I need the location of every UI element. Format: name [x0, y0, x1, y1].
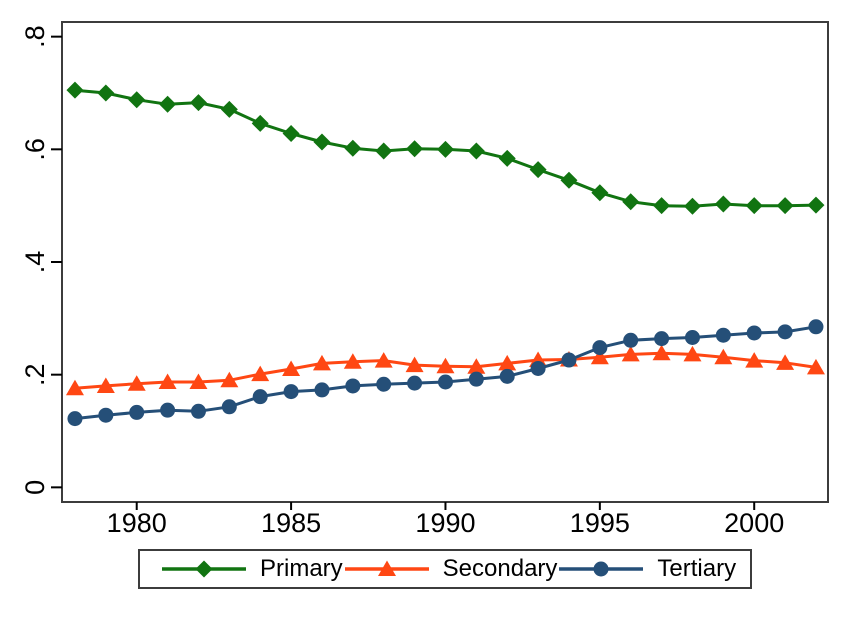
- diamond-marker: [467, 142, 485, 160]
- x-tick-label: 1995: [570, 508, 630, 538]
- circle-marker: [345, 378, 361, 394]
- legend-entry-secondary: Secondary: [343, 555, 558, 582]
- diamond-marker: [97, 84, 115, 102]
- triangle-marker: [745, 352, 764, 368]
- diamond-marker: [406, 140, 424, 158]
- diamond-marker: [251, 114, 269, 132]
- legend-label-primary: Primary: [260, 555, 343, 582]
- triangle-marker: [714, 348, 733, 365]
- diamond-marker: [560, 171, 578, 189]
- diamond-marker: [313, 133, 331, 151]
- circle-marker: [252, 389, 268, 405]
- circle-marker: [592, 340, 608, 356]
- legend-entry-primary: Primary: [160, 557, 343, 581]
- y-tick-label: .8: [20, 25, 50, 48]
- diamond-marker: [776, 197, 794, 215]
- triangle-marker: [467, 358, 486, 374]
- legend-label-tertiary: Tertiary: [657, 555, 737, 582]
- circle-marker: [98, 407, 114, 423]
- x-tick-label: 1980: [107, 508, 167, 538]
- legend-label-secondary: Secondary: [442, 555, 558, 582]
- circle-marker: [221, 399, 237, 415]
- series-primary: [66, 81, 825, 215]
- circle-marker: [777, 324, 793, 340]
- circle-marker: [314, 382, 330, 398]
- triangle-marker: [220, 371, 239, 388]
- circle-marker: [437, 374, 453, 390]
- triangle-marker: [436, 357, 455, 374]
- diamond-marker: [807, 196, 825, 214]
- circle-marker: [530, 360, 546, 376]
- triangle-marker: [683, 345, 702, 362]
- diamond-marker: [66, 81, 84, 99]
- triangle-marker: [405, 356, 424, 373]
- triangle-marker: [776, 354, 795, 370]
- diamond-marker: [745, 197, 763, 215]
- diamond-marker: [220, 100, 238, 118]
- x-tick-label: 1985: [261, 508, 321, 538]
- circle-marker: [129, 404, 145, 420]
- circle-marker: [808, 319, 824, 335]
- y-tick-label: .2: [20, 363, 50, 386]
- circle-marker: [468, 371, 484, 387]
- triangle-marker: [312, 354, 331, 371]
- diamond-marker: [344, 139, 362, 157]
- triangle-marker: [590, 348, 609, 365]
- diamond-marker: [498, 149, 516, 167]
- y-tick-label: 0: [20, 480, 50, 495]
- diamond-marker: [159, 95, 177, 113]
- legend-entry-tertiary: Tertiary: [557, 557, 736, 581]
- circle-marker: [160, 402, 176, 418]
- circle-marker: [715, 327, 731, 343]
- triangle-marker: [251, 365, 270, 382]
- triangle-marker: [282, 360, 301, 377]
- triangle-marker: [621, 345, 640, 362]
- diamond-marker: [714, 195, 732, 213]
- diamond-marker: [436, 140, 454, 158]
- triangle-marker: [806, 358, 825, 375]
- triangle-marker: [189, 373, 208, 389]
- tertiary-circle-icon: [559, 561, 644, 577]
- diamond-marker: [529, 161, 547, 179]
- circle-marker: [623, 332, 639, 348]
- triangle-marker: [374, 352, 393, 368]
- y-tick-label: .6: [20, 138, 50, 161]
- diamond-marker: [375, 142, 393, 160]
- triangle-marker: [65, 379, 84, 396]
- x-tick-label: 2000: [724, 508, 784, 538]
- diamond-marker: [591, 184, 609, 202]
- legend: Primary Secondary Tertiary: [138, 549, 752, 589]
- y-tick-label: .4: [20, 251, 50, 274]
- triangle-marker: [652, 344, 671, 361]
- triangle-marker: [127, 375, 146, 391]
- triangle-marker: [498, 354, 517, 371]
- secondary-triangle-icon: [344, 560, 429, 576]
- circle-marker: [283, 384, 299, 400]
- circle-marker: [684, 329, 700, 345]
- triangle-marker: [343, 353, 362, 369]
- diamond-marker: [622, 193, 640, 211]
- triangle-marker: [158, 373, 177, 389]
- circle-marker: [190, 403, 206, 419]
- circle-marker: [746, 325, 762, 341]
- diamond-marker: [653, 197, 671, 215]
- circle-marker: [376, 376, 392, 392]
- diamond-marker: [128, 91, 146, 109]
- circle-marker: [561, 352, 577, 368]
- series-tertiary: [67, 319, 824, 427]
- circle-marker: [407, 375, 423, 391]
- triangle-marker: [96, 377, 115, 393]
- circle-marker: [67, 411, 83, 427]
- diamond-marker: [282, 125, 300, 143]
- diamond-marker: [189, 94, 207, 112]
- x-tick-label: 1990: [415, 508, 475, 538]
- circle-marker: [499, 368, 515, 384]
- diamond-marker: [683, 197, 701, 215]
- primary-diamond-icon: [162, 560, 246, 578]
- circle-marker: [654, 331, 670, 347]
- plot-border: [61, 21, 829, 503]
